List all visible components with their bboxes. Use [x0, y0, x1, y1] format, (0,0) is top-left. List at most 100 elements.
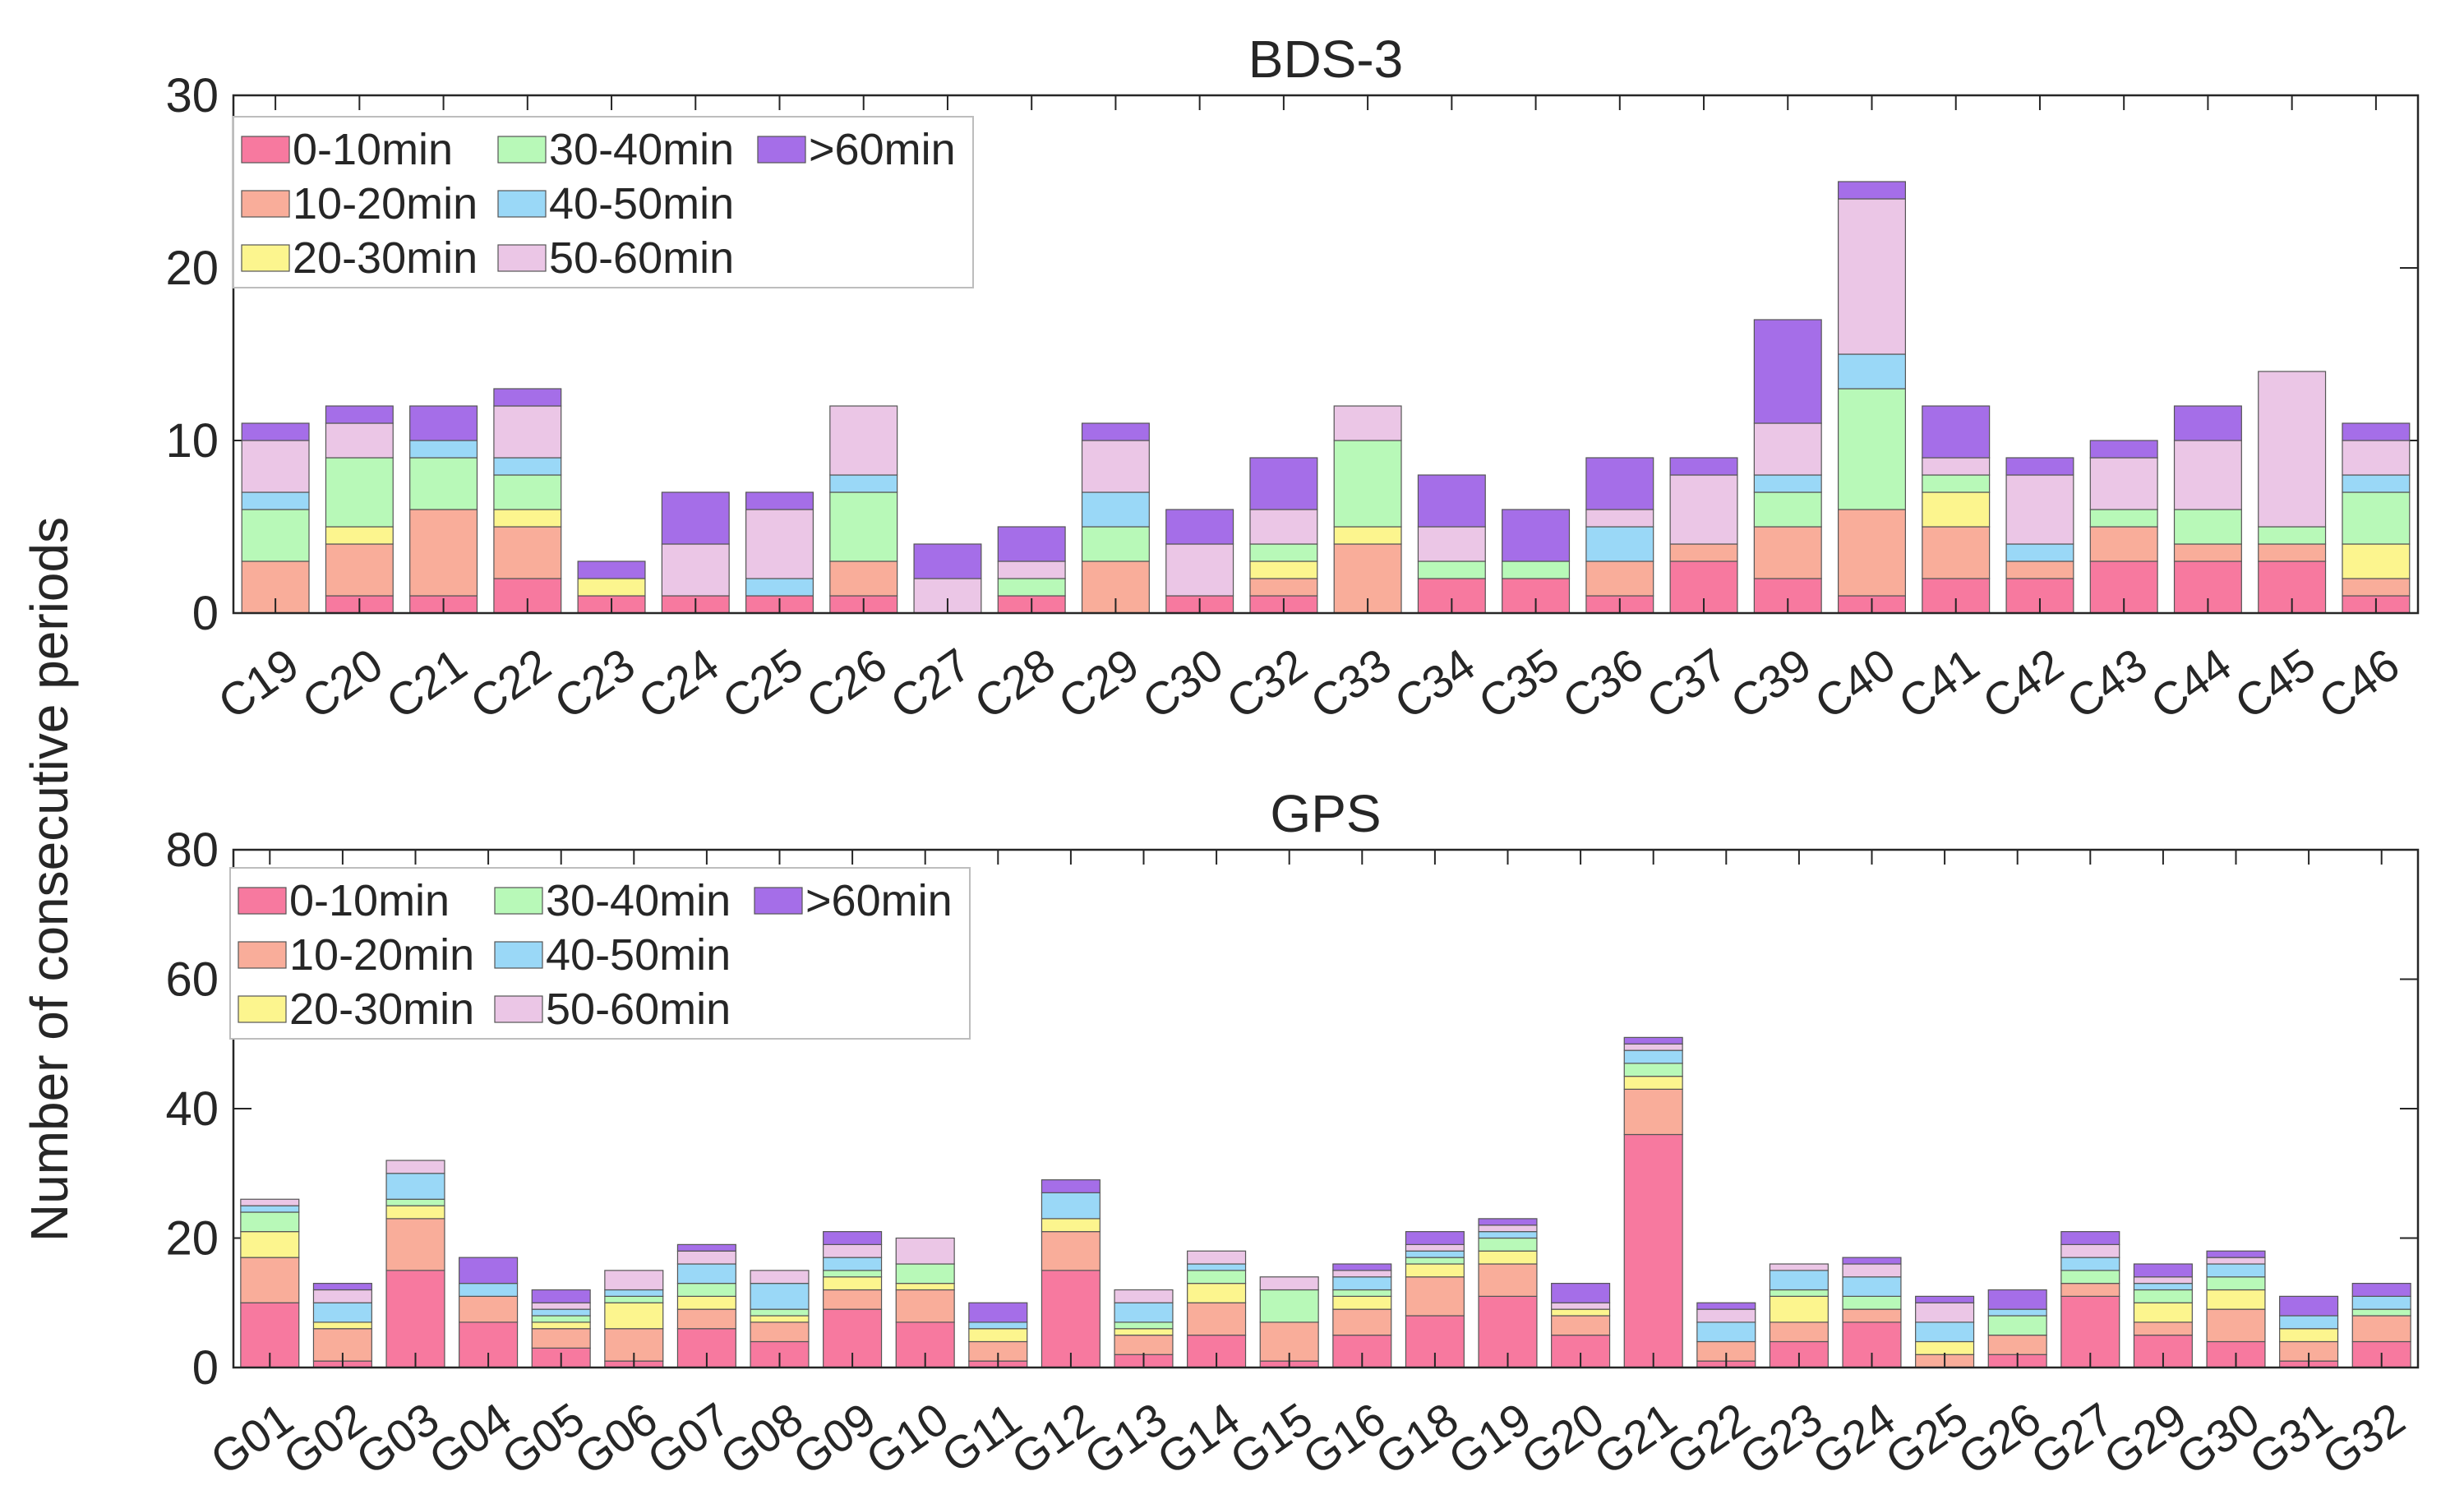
bds-3-bar-c24-50-60min — [661, 543, 730, 597]
bds-3-category-label-c30: C30 — [1133, 638, 1232, 729]
gps-bar-g18-20-30min — [1405, 1263, 1465, 1278]
bds-3-category-label-c36: C36 — [1553, 638, 1652, 729]
gps-bar-g20-20-30min — [1551, 1308, 1611, 1317]
gps-bar-g25-20-30min — [1915, 1340, 1975, 1355]
gps-bar-g19-30-40min — [1478, 1237, 1538, 1252]
gps-bar-g16-40-50min — [1332, 1276, 1392, 1291]
bds-3-bar-c46-30-40min — [2342, 491, 2411, 545]
bds-3-bar-c30-50-60min — [1165, 543, 1234, 597]
bds-3-bar-c41-10-20min — [1922, 526, 1991, 579]
gps-bar-g30-50-60min — [2206, 1257, 2266, 1265]
gps-bar-g05-40-50min — [531, 1308, 591, 1317]
gps-bar-g06-50-60min — [604, 1270, 664, 1291]
bds-3-bar-c44-30-40min — [2173, 509, 2242, 545]
bds-3-bar-c28-60min — [997, 526, 1066, 562]
gps-legend-swatch-40-50min — [494, 941, 543, 969]
bds-3-bar-c32-60min — [1249, 457, 1318, 510]
bds-3-bar-c20-60min — [325, 405, 394, 424]
bds-3-bar-c21-40-50min — [409, 440, 478, 459]
bds-3-bar-c46-10-20min — [2342, 578, 2411, 597]
bds-3-category-label-c42: C42 — [1973, 638, 2072, 729]
gps-bar-g09-60min — [823, 1231, 883, 1245]
bds-3-category-label-c32: C32 — [1217, 638, 1316, 729]
bds-3-bar-c45-50-60min — [2258, 371, 2327, 528]
bds-3-bar-c22-20-30min — [493, 509, 562, 528]
gps-bar-g16-60min — [1332, 1263, 1392, 1271]
gps-bar-g03-40-50min — [385, 1173, 445, 1200]
gps-bar-g24-10-20min — [1842, 1308, 1902, 1323]
gps-bar-g30-20-30min — [2206, 1289, 2266, 1310]
bds-3-bar-c22-10-20min — [493, 526, 562, 579]
gps-ytick-label: 20 — [165, 1212, 219, 1266]
bds-3-bar-c41-60min — [1922, 405, 1991, 459]
bds-3-bar-c20-30-40min — [325, 457, 394, 528]
gps-bar-g09-50-60min — [823, 1243, 883, 1258]
bds-3-bar-c27-60min — [913, 543, 982, 579]
bds-3-bar-c46-50-60min — [2342, 440, 2411, 476]
gps-bar-g16-50-60min — [1332, 1270, 1392, 1278]
gps-bar-g01-20-30min — [240, 1231, 300, 1258]
gps-bar-g22-60min — [1696, 1302, 1756, 1310]
bds-3-bar-c32-20-30min — [1249, 560, 1318, 579]
gps-bar-g27-50-60min — [2060, 1243, 2120, 1258]
bds-3-bar-c26-30-40min — [829, 491, 898, 562]
bds-3-bar-c33-20-30min — [1333, 526, 1402, 545]
gps-bar-g08-10-20min — [750, 1321, 810, 1343]
gps-bar-g16-30-40min — [1332, 1289, 1392, 1297]
gps-bar-g25-60min — [1915, 1295, 1975, 1303]
gps-bar-g18-10-20min — [1405, 1276, 1465, 1317]
gps-bar-g32-30-40min — [2351, 1308, 2411, 1317]
bds-3-bar-c29-60min — [1081, 422, 1150, 441]
gps-bar-g03-50-60min — [385, 1160, 445, 1174]
gps-legend-swatch-50-60min — [494, 995, 543, 1023]
gps-bar-g08-50-60min — [750, 1270, 810, 1285]
bds-3-ytick-label: 30 — [165, 69, 219, 122]
bds-3-bar-c42-40-50min — [2005, 543, 2074, 562]
bds-3-bar-c44-60min — [2173, 405, 2242, 441]
gps-bar-g13-30-40min — [1114, 1321, 1174, 1330]
bds-3-bar-c39-40-50min — [1753, 474, 1822, 493]
gps-bar-g10-20-30min — [895, 1283, 955, 1291]
gps-bar-g14-30-40min — [1187, 1270, 1247, 1285]
bds-3-bar-c40-10-20min — [1838, 509, 1906, 597]
gps-bar-g09-20-30min — [823, 1276, 883, 1291]
gps-bar-g02-40-50min — [312, 1302, 372, 1323]
bds-3-bar-c41-50-60min — [1922, 457, 1991, 476]
bds3-chart: BDS-30102030C19C20C21C22C23C24C25C26C27C… — [165, 30, 2420, 729]
bds-3-bar-c44-50-60min — [2173, 440, 2242, 510]
gps-bar-g15-30-40min — [1259, 1289, 1319, 1323]
bds-3-category-label-c44: C44 — [2141, 638, 2240, 729]
bds-3-bar-c45-30-40min — [2258, 526, 2327, 545]
gps-axes-frame — [232, 848, 2420, 1369]
bds-3-bar-c33-50-60min — [1333, 405, 1402, 441]
bds-3-title: BDS-3 — [1248, 30, 1404, 89]
gps-ytick-label: 60 — [165, 953, 219, 1007]
bds-3-category-label-c34: C34 — [1385, 638, 1483, 729]
gps-bar-g31-40-50min — [2279, 1315, 2339, 1330]
gps-bar-g14-10-20min — [1187, 1302, 1247, 1336]
gps-bar-g22-40-50min — [1696, 1321, 1756, 1343]
bds-3-legend-label-0-10min: 0-10min — [293, 125, 453, 174]
bds-3-category-label-c28: C28 — [965, 638, 1064, 729]
gps-bar-g23-20-30min — [1769, 1295, 1829, 1323]
bds-3-bar-c39-10-20min — [1753, 526, 1822, 579]
gps-bar-g11-40-50min — [968, 1321, 1028, 1330]
gps-bar-g30-40-50min — [2206, 1263, 2266, 1278]
gps-bar-g01-30-40min — [240, 1211, 300, 1233]
bds-3-bar-c23-20-30min — [577, 578, 646, 597]
bds-3-bar-c42-10-20min — [2005, 560, 2074, 579]
gps-bar-g02-20-30min — [312, 1321, 372, 1330]
bds-3-bar-c22-60min — [493, 388, 562, 407]
gps-bar-g20-10-20min — [1551, 1315, 1611, 1336]
gps-bar-g07-20-30min — [676, 1295, 736, 1310]
bds-3-category-label-c19: C19 — [209, 638, 307, 729]
bds-3-bar-c35-30-40min — [1502, 560, 1571, 579]
gps-bar-g08-40-50min — [750, 1283, 810, 1310]
bds-3-bar-c36-40-50min — [1585, 526, 1654, 562]
bds-3-bar-c39-60min — [1753, 319, 1822, 424]
gps-bar-g23-50-60min — [1769, 1263, 1829, 1271]
gps-bar-g19-50-60min — [1478, 1225, 1538, 1233]
gps-ytick-label: 80 — [165, 823, 219, 877]
gps-bar-g14-50-60min — [1187, 1250, 1247, 1265]
